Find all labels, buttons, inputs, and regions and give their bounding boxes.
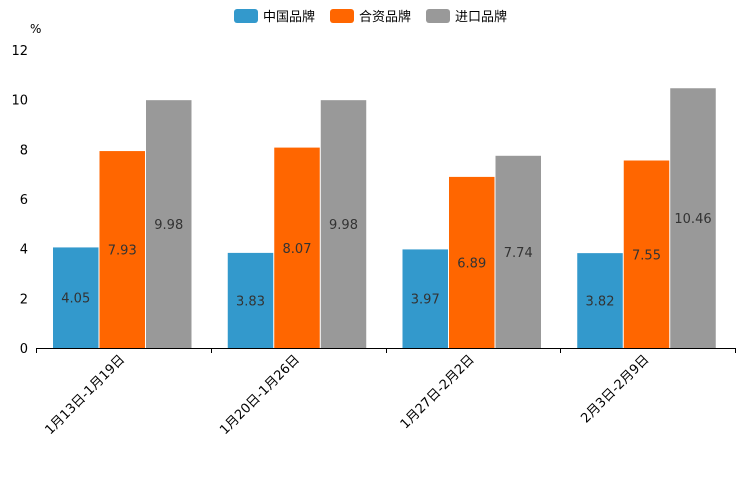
legend-item[interactable]: 中国品牌 <box>234 9 315 25</box>
x-category-label: 1月13日-1月19日 <box>42 352 128 438</box>
x-category-label: 2月3日-2月9日 <box>578 352 652 426</box>
y-tick-label: 8 <box>20 143 28 158</box>
bar <box>227 252 274 348</box>
bars: 4.05 7.93 9.98 3.83 8.07 9.98 3.97 6.89 7.74 3.82… <box>53 88 716 348</box>
bar-group: 3.97 6.89 7.74 <box>402 155 541 348</box>
x-category-label: 1月27日-2月2日 <box>398 352 478 432</box>
bar <box>274 147 320 348</box>
bar-group: 3.82 7.55 10.46 <box>577 88 716 348</box>
data-label: 10.46 <box>674 212 711 227</box>
x-axis: 1月13日-1月19日 1月20日-1月26日 1月27日-2月2日 2月3日-2月9… <box>36 348 736 438</box>
bar-group: 4.05 7.93 9.98 <box>53 100 192 348</box>
data-label: 6.89 <box>457 256 486 271</box>
legend-item[interactable]: 进口品牌 <box>426 9 507 25</box>
legend-swatch <box>330 9 354 23</box>
data-label: 8.07 <box>283 242 312 257</box>
data-label: 7.93 <box>108 244 137 259</box>
data-label: 3.83 <box>236 294 265 309</box>
legend-label: 中国品牌 <box>263 9 315 25</box>
data-label: 4.05 <box>61 292 90 307</box>
y-axis-unit-label: % <box>30 22 41 36</box>
data-label: 7.55 <box>632 248 661 263</box>
y-tick-label: 2 <box>20 292 28 307</box>
y-tick-label: 12 <box>11 44 28 59</box>
legend-swatch <box>426 9 450 23</box>
legend-swatch <box>234 9 258 23</box>
bar <box>402 249 448 348</box>
bar <box>449 176 495 348</box>
bar-group: 3.83 8.07 9.98 <box>227 100 367 348</box>
bar <box>320 100 367 348</box>
bar <box>577 253 623 348</box>
data-label: 9.98 <box>154 218 183 233</box>
data-label: 3.97 <box>411 293 440 308</box>
data-label: 7.74 <box>504 246 533 261</box>
bar <box>495 155 541 348</box>
y-axis: 0 2 4 6 8 10 12 <box>11 44 28 357</box>
legend-label: 进口品牌 <box>455 9 507 25</box>
bar <box>53 247 99 348</box>
data-label: 9.98 <box>329 218 358 233</box>
bar <box>623 160 670 348</box>
bar <box>146 100 192 348</box>
legend-item[interactable]: 合资品牌 <box>330 9 411 25</box>
y-tick-label: 4 <box>20 243 28 258</box>
bar <box>670 88 716 348</box>
x-category-label: 1月20日-1月26日 <box>217 352 303 438</box>
y-tick-label: 10 <box>11 94 28 109</box>
bar <box>99 151 145 348</box>
legend: 中国品牌 合资品牌 进口品牌 <box>234 9 507 25</box>
legend-label: 合资品牌 <box>359 9 411 25</box>
y-tick-label: 0 <box>20 342 28 357</box>
y-tick-label: 6 <box>20 193 28 208</box>
data-label: 3.82 <box>586 295 615 310</box>
